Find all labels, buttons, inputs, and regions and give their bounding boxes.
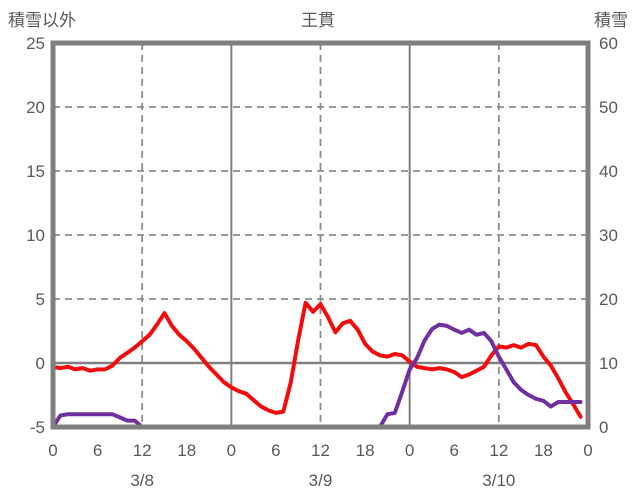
snow-depth-series-line bbox=[51, 322, 583, 429]
right-axis-tick-label: 10 bbox=[599, 354, 618, 373]
right-axis-title: 積雪 bbox=[594, 11, 628, 30]
right-axis-tick-label: 60 bbox=[599, 34, 618, 53]
left-axis-tick-label: 20 bbox=[26, 98, 45, 117]
left-axis-tick-label: 0 bbox=[36, 354, 45, 373]
station-title: 王貫 bbox=[301, 11, 335, 30]
x-axis-hour-label: 0 bbox=[227, 441, 236, 460]
right-axis-tick-label: 30 bbox=[599, 226, 618, 245]
x-axis-hour-label: 18 bbox=[356, 441, 375, 460]
x-axis-hour-label: 6 bbox=[271, 441, 280, 460]
left-axis-tick-label: -5 bbox=[30, 418, 45, 437]
left-axis-tick-label: 15 bbox=[26, 162, 45, 181]
right-axis-tick-label: 20 bbox=[599, 290, 618, 309]
x-axis-hour-label: 12 bbox=[311, 441, 330, 460]
x-axis-hour-label: 12 bbox=[489, 441, 508, 460]
x-axis-date-label: 3/9 bbox=[309, 471, 333, 490]
x-axis-date-label: 3/10 bbox=[482, 471, 515, 490]
x-axis-hour-label: 18 bbox=[177, 441, 196, 460]
x-axis-date-label: 3/8 bbox=[130, 471, 154, 490]
x-axis-hour-label: 12 bbox=[133, 441, 152, 460]
x-axis-hour-label: 6 bbox=[450, 441, 459, 460]
left-axis-tick-label: 5 bbox=[36, 290, 45, 309]
left-axis-tick-label: 25 bbox=[26, 34, 45, 53]
right-axis-tick-label: 0 bbox=[599, 418, 608, 437]
left-axis-title: 積雪以外 bbox=[8, 11, 76, 30]
plot-frame bbox=[50, 40, 591, 430]
x-axis-hour-label: 18 bbox=[534, 441, 553, 460]
x-axis-hour-label: 0 bbox=[48, 441, 57, 460]
non-snow-series-line bbox=[51, 300, 583, 419]
x-axis-hour-label: 0 bbox=[405, 441, 414, 460]
x-axis-hour-label: 0 bbox=[583, 441, 592, 460]
left-axis-tick-label: 10 bbox=[26, 226, 45, 245]
right-axis-tick-label: 50 bbox=[599, 98, 618, 117]
x-axis-hour-label: 6 bbox=[93, 441, 102, 460]
right-axis-tick-label: 40 bbox=[599, 162, 618, 181]
